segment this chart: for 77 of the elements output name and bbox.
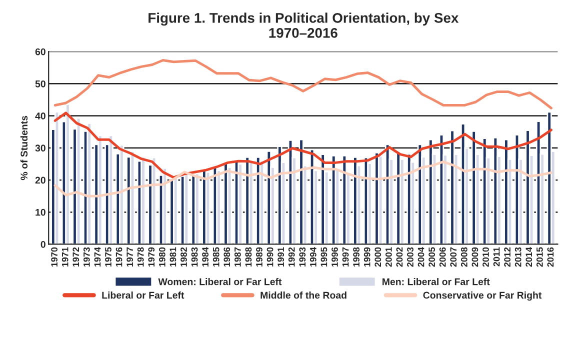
x-tick-label: 2000 [374, 247, 382, 267]
x-tick-label: 1997 [342, 247, 349, 267]
x-tick-label: 1981 [170, 247, 176, 267]
bar [130, 150, 136, 244]
x-tick-label: 2016 [547, 247, 554, 267]
bar [98, 134, 103, 244]
x-tick-label: 1989 [256, 247, 262, 267]
x-tick-label: 2015 [536, 247, 543, 267]
line-series [54, 59, 552, 110]
x-tick-label: 1996 [332, 247, 338, 267]
y-tick-label: 30 [35, 144, 46, 152]
x-tick-label: 2006 [439, 247, 446, 267]
bar [151, 156, 157, 244]
x-tick-label: 1979 [148, 247, 155, 267]
y-tick-label: 50 [35, 80, 46, 88]
x-tick-label: 2005 [428, 247, 436, 267]
x-tick-label: 2001 [385, 247, 392, 267]
x-tick-label: 1971 [62, 247, 68, 267]
x-tick-label: 2010 [482, 247, 489, 267]
legend-label: Conservative or Far Right [423, 292, 542, 301]
x-tick-label: 1972 [72, 247, 80, 267]
x-tick-label: 1985 [212, 247, 220, 267]
x-tick-label: 1993 [299, 247, 306, 267]
x-tick-label: 1975 [105, 247, 112, 267]
legend-label: Liberal or Far Left [102, 292, 184, 299]
x-tick-label: 1995 [320, 247, 328, 267]
y-tick-label: 0 [40, 240, 46, 248]
line-series [54, 112, 552, 179]
x-tick-label: 1983 [191, 247, 198, 267]
x-tick-label: 1974 [94, 247, 101, 267]
x-tick-label: 2004 [418, 247, 424, 267]
chart-title: Figure 1. Trends in Political Orientation, by Sex 1970–2016 [148, 12, 459, 38]
bar [259, 160, 264, 244]
bar [76, 117, 82, 244]
x-tick-label: 2007 [450, 247, 457, 267]
bar [86, 122, 92, 244]
x-tick-label: 1986 [224, 247, 230, 267]
x-tick-label: 1973 [83, 247, 90, 267]
bar [54, 111, 60, 244]
legend-label: Women: Liberal or Far Left [158, 278, 282, 286]
bar [378, 155, 384, 244]
y-tick-label: 20 [35, 176, 46, 184]
line-series [54, 160, 552, 198]
x-tick-label: 1991 [278, 247, 284, 267]
x-tick-label: 1987 [234, 247, 241, 267]
x-tick-label: 1970 [51, 247, 58, 267]
x-tick-label: 1978 [137, 247, 144, 267]
x-tick-label: 1982 [180, 247, 187, 267]
legend-label: Middle of the Road [260, 292, 346, 299]
x-tick-label: 2003 [407, 247, 414, 267]
x-tick-label: 2011 [493, 247, 500, 266]
x-tick-label: 2014 [526, 247, 532, 267]
x-tick-label: 1992 [288, 247, 295, 267]
y-tick-label: 40 [35, 112, 46, 120]
bar [238, 163, 243, 244]
y-tick-label: 10 [36, 208, 46, 216]
y-tick-label: 60 [35, 48, 46, 56]
x-tick-label: 1984 [202, 247, 209, 267]
x-tick-label: 1988 [245, 247, 252, 267]
bar [184, 172, 189, 244]
x-tick-label: 1999 [364, 247, 370, 267]
bar [205, 171, 211, 244]
y-axis-title: % of Students [20, 116, 28, 180]
x-tick-label: 2009 [472, 247, 478, 267]
x-tick-label: 2012 [504, 247, 511, 267]
x-tick-label: 1990 [266, 247, 274, 267]
x-tick-label: 2002 [396, 247, 403, 267]
bar [226, 166, 232, 244]
x-tick-label: 1998 [353, 247, 360, 267]
x-tick-label: 1976 [116, 247, 122, 267]
bar [108, 134, 114, 244]
legend-label: Men: Liberal or Far Left [382, 278, 490, 286]
x-tick-label: 1980 [158, 247, 166, 267]
x-tick-label: 2008 [460, 247, 468, 267]
x-tick-label: 1994 [310, 247, 316, 267]
x-tick-label: 2013 [514, 247, 522, 267]
x-tick-label: 1977 [126, 247, 134, 267]
